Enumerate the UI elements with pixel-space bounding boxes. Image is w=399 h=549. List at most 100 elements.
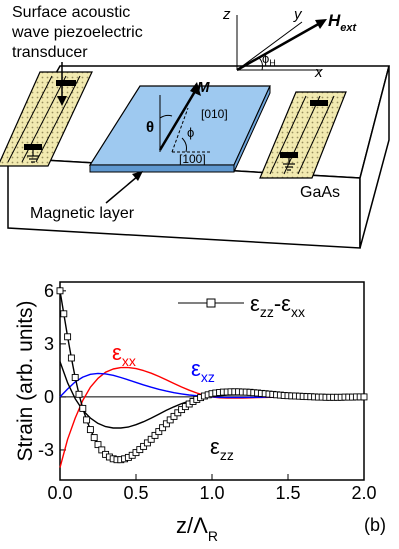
right-top-contact bbox=[310, 100, 328, 106]
axis-y-label: y bbox=[293, 6, 303, 23]
magnetic-layer-side bbox=[233, 85, 271, 173]
series-marker-ezz_minus_exx bbox=[64, 333, 72, 341]
transducer-label-1: Surface acoustic bbox=[12, 4, 130, 21]
label-exx: εxx bbox=[112, 340, 136, 369]
series-marker-ezz_minus_exx bbox=[86, 426, 94, 434]
label-ezz: εzz bbox=[210, 434, 234, 463]
series-marker-ezz_minus_exx bbox=[140, 442, 148, 450]
x-axis-title-sub: R bbox=[208, 528, 218, 544]
panel-label: (b) bbox=[364, 515, 386, 535]
x-tick-label: 1.0 bbox=[199, 483, 224, 503]
label-exz: εxz bbox=[191, 356, 215, 385]
legend-minus: - bbox=[274, 291, 281, 316]
right-ground-icon bbox=[283, 158, 295, 171]
left-electrode-pad bbox=[0, 71, 93, 167]
series-marker-ezz_minus_exx bbox=[83, 416, 91, 424]
y-tick-label: 0 bbox=[44, 387, 54, 407]
label-ezz-main: ε bbox=[210, 434, 220, 459]
label-exx-main: ε bbox=[112, 340, 122, 365]
series-marker-ezz_minus_exx bbox=[170, 412, 178, 420]
label-theta: θ bbox=[146, 119, 154, 136]
magnetic-layer-edge bbox=[89, 164, 235, 173]
axis-z-label: z bbox=[222, 6, 231, 23]
series-marker-ezz_minus_exx bbox=[94, 441, 102, 449]
series-marker-ezz_minus_exx bbox=[162, 420, 170, 428]
legend-label: εzz-εxx bbox=[250, 291, 305, 320]
series-marker-ezz_minus_exx bbox=[56, 287, 64, 295]
left-top-contact bbox=[56, 80, 76, 86]
axis-x-label: x bbox=[314, 64, 323, 81]
left-ground-icon bbox=[27, 150, 39, 163]
label-dir-100: [100] bbox=[179, 152, 206, 166]
label-exx-sub: xx bbox=[122, 353, 136, 369]
device-schematic: M θ ϕ [010] [100] z y x Hext ϕH Su bbox=[0, 4, 390, 249]
h-ext-main: H bbox=[328, 11, 341, 30]
field-frame: z y x Hext ϕH bbox=[222, 6, 358, 81]
legend-main-2: ε bbox=[281, 291, 291, 316]
transducer-label-2: wave piezoelectric bbox=[11, 24, 143, 41]
phi-arc bbox=[181, 137, 187, 153]
magnetic-layer-pointer-head bbox=[132, 171, 143, 181]
y-tick-label: 3 bbox=[44, 334, 54, 354]
chart-legend: εzz-εxx bbox=[178, 291, 305, 320]
transducer-label-3: transducer bbox=[12, 44, 88, 61]
label-exz-sub: xz bbox=[201, 369, 215, 385]
series-marker-ezz_minus_exx bbox=[166, 416, 174, 424]
right-transducer bbox=[259, 91, 347, 179]
y-axis-title: Strain (arb. units) bbox=[14, 300, 37, 461]
x-tick-label: 2.0 bbox=[351, 483, 376, 503]
legend-sub1: zz bbox=[260, 304, 274, 320]
legend-main: ε bbox=[250, 291, 260, 316]
magnetic-layer bbox=[88, 85, 271, 173]
series-marker-ezz_minus_exx bbox=[79, 404, 87, 412]
strain-chart: 0.0 0.5 1.0 1.5 2.0 -3 0 3 6 Strain (arb. units)… bbox=[14, 281, 386, 544]
series-line-exz bbox=[59, 372, 364, 399]
series-marker-ezz_minus_exx bbox=[67, 354, 75, 362]
theta-arc bbox=[159, 114, 173, 119]
label-M: M bbox=[197, 79, 210, 96]
x-tick-label: 0.0 bbox=[47, 483, 72, 503]
phi-h-sub: H bbox=[269, 58, 276, 68]
series-marker-ezz_minus_exx bbox=[360, 393, 368, 401]
label-dir-010: [010] bbox=[201, 107, 228, 121]
y-tick-label: -3 bbox=[38, 440, 54, 460]
phi-h-main: ϕ bbox=[262, 51, 269, 66]
series-marker-ezz_minus_exx bbox=[90, 434, 98, 442]
left-bottom-contact bbox=[24, 144, 42, 150]
legend-sub2: xx bbox=[291, 304, 305, 320]
series-marker-ezz_minus_exx bbox=[159, 424, 167, 432]
y-tick-label: 6 bbox=[44, 281, 54, 301]
h-ext-sub: ext bbox=[340, 22, 357, 34]
substrate-label: GaAs bbox=[300, 184, 340, 201]
h-ext-label: Hext bbox=[328, 11, 358, 34]
schematic-labels: Surface acoustic wave piezoelectric tran… bbox=[11, 4, 340, 222]
h-ext-arrow-head bbox=[315, 19, 327, 29]
series-marker-ezz_minus_exx bbox=[98, 446, 106, 454]
y-axis bbox=[236, 21, 303, 71]
magnetic-layer-label: Magnetic layer bbox=[30, 205, 135, 222]
phi-h-label: ϕH bbox=[262, 51, 276, 68]
substrate-side bbox=[359, 65, 390, 249]
label-ezz-sub: zz bbox=[220, 447, 234, 463]
x-tick-label: 0.5 bbox=[123, 483, 148, 503]
series-marker-ezz_minus_exx bbox=[71, 374, 79, 381]
dir-010-line bbox=[171, 107, 189, 153]
x-axis-title-main: z/Λ bbox=[176, 513, 208, 538]
label-phi: ϕ bbox=[187, 125, 194, 140]
h-ext-arrow bbox=[236, 20, 323, 72]
phi-h-arc bbox=[257, 56, 263, 71]
series-marker-ezz_minus_exx bbox=[75, 390, 83, 398]
x-axis-title: z/ΛR bbox=[176, 513, 218, 544]
transducer-pointer-head bbox=[57, 96, 67, 106]
magnetic-layer-pointer bbox=[105, 175, 139, 204]
series-marker-ezz_minus_exx bbox=[143, 439, 151, 447]
chart-markers bbox=[56, 287, 368, 464]
series-marker-ezz_minus_exx bbox=[147, 435, 155, 443]
left-transducer bbox=[0, 71, 93, 167]
axis-ticks: 0.0 0.5 1.0 1.5 2.0 -3 0 3 6 bbox=[38, 281, 377, 503]
x-tick-label: 1.5 bbox=[275, 483, 300, 503]
legend-marker bbox=[206, 298, 216, 308]
series-marker-ezz_minus_exx bbox=[151, 431, 159, 439]
m-arrow bbox=[158, 87, 199, 151]
